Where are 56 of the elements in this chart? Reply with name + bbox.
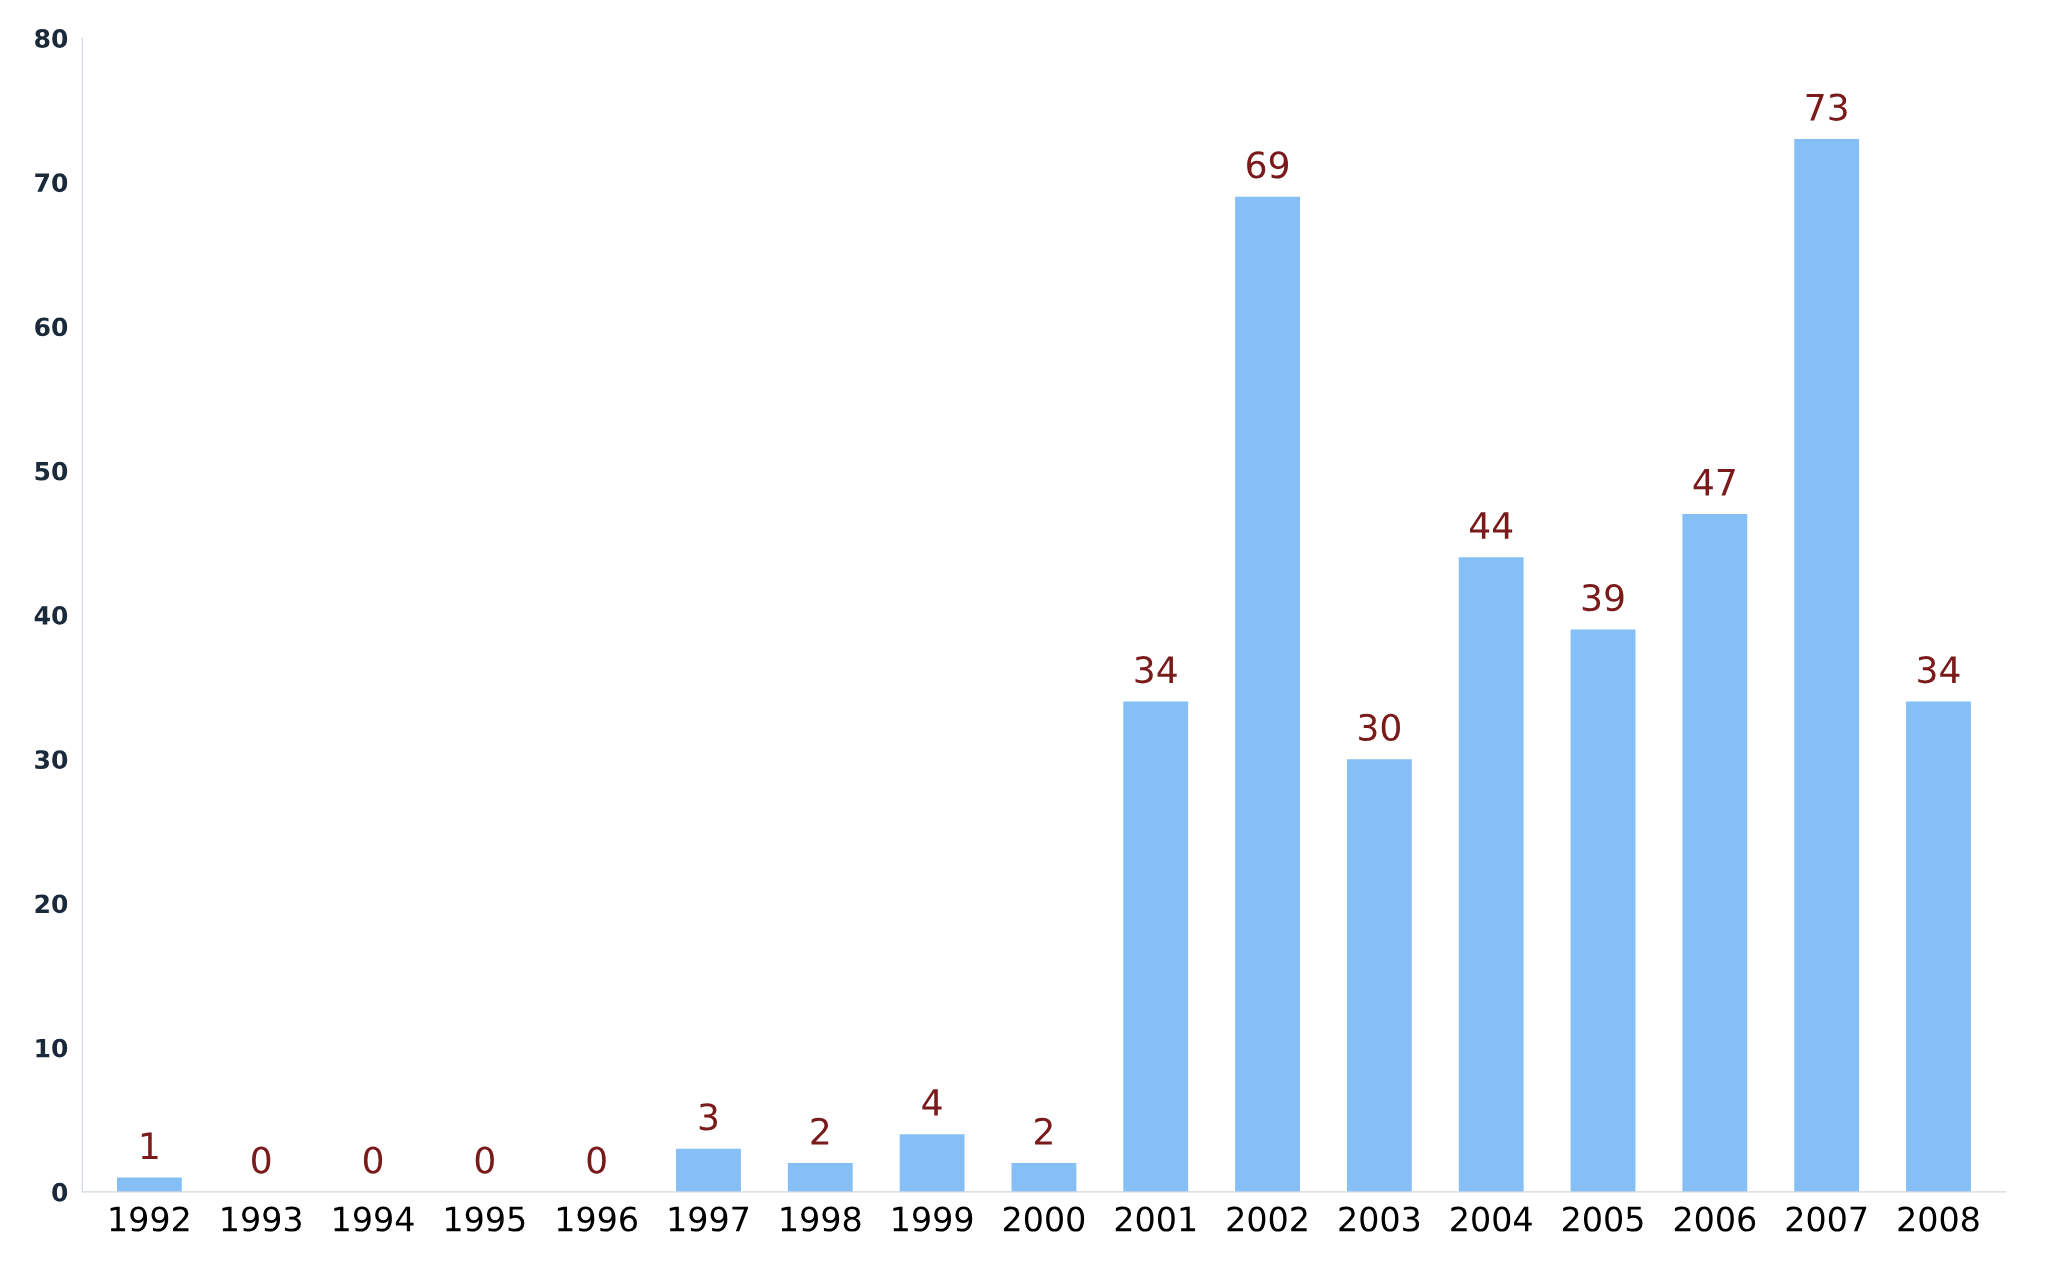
x-tick-label: 1995: [446, 1206, 525, 1232]
y-tick-label: 20: [35, 894, 68, 914]
data-label: 44: [1470, 512, 1513, 539]
data-label: 0: [252, 1146, 271, 1174]
x-tick-label: 1997: [669, 1206, 749, 1232]
bar: [1235, 196, 1300, 1192]
data-label: 39: [1582, 583, 1624, 612]
x-tick-label: 2005: [1563, 1206, 1643, 1232]
bar: [1794, 139, 1860, 1192]
bar: [676, 1148, 741, 1192]
bar: [1346, 759, 1412, 1192]
data-label: 47: [1693, 469, 1735, 496]
bar: [1458, 557, 1524, 1192]
data-label: 1: [141, 1132, 158, 1159]
data-label: 34: [1135, 656, 1177, 684]
x-tick-label: 1994: [334, 1206, 414, 1232]
x-tick-label: 1992: [110, 1206, 189, 1232]
data-label: 2: [1035, 1117, 1052, 1145]
x-tick-label: 2000: [1003, 1206, 1085, 1232]
data-label: 69: [1247, 151, 1288, 179]
x-tick-label: 2008: [1898, 1206, 1979, 1232]
data-label: 3: [699, 1103, 718, 1131]
y-tick-label: 10: [36, 1038, 68, 1058]
x-tick-label: 1998: [781, 1206, 861, 1232]
bar: [1682, 514, 1748, 1192]
y-tick-label: 50: [35, 461, 68, 481]
data-label: 0: [475, 1146, 494, 1174]
bar: [899, 1134, 965, 1192]
y-tick-label: 40: [34, 605, 68, 625]
x-tick-label: 2004: [1451, 1206, 1532, 1232]
data-label: 73: [1806, 93, 1847, 121]
data-label: 4: [922, 1089, 942, 1116]
bar: [1123, 701, 1189, 1192]
x-tick-label: 2006: [1674, 1206, 1756, 1232]
data-label: 30: [1359, 713, 1400, 742]
x-tick-label: 1993: [222, 1206, 301, 1232]
y-tick-label: 70: [35, 173, 68, 193]
y-tick-label: 30: [35, 750, 68, 770]
bar: [1906, 701, 1971, 1192]
bar: [116, 1177, 182, 1192]
x-tick-label: 2003: [1339, 1206, 1420, 1232]
data-label: 2: [811, 1117, 829, 1145]
x-tick-label: 2001: [1115, 1206, 1196, 1232]
x-tick-label: 2007: [1786, 1206, 1867, 1232]
data-label: 0: [587, 1146, 606, 1174]
y-tick-label: 80: [35, 28, 68, 48]
y-tick-label: 60: [35, 317, 68, 337]
bar: [787, 1163, 853, 1192]
x-tick-label: 1996: [557, 1206, 637, 1232]
bar: [1570, 629, 1636, 1192]
data-label: 34: [1918, 656, 1960, 684]
data-label: 0: [363, 1146, 383, 1174]
y-tick-label: 0: [52, 1182, 68, 1202]
x-tick-label: 2002: [1227, 1206, 1307, 1232]
x-tick-label: 1999: [893, 1206, 973, 1232]
bar: [1011, 1163, 1077, 1192]
